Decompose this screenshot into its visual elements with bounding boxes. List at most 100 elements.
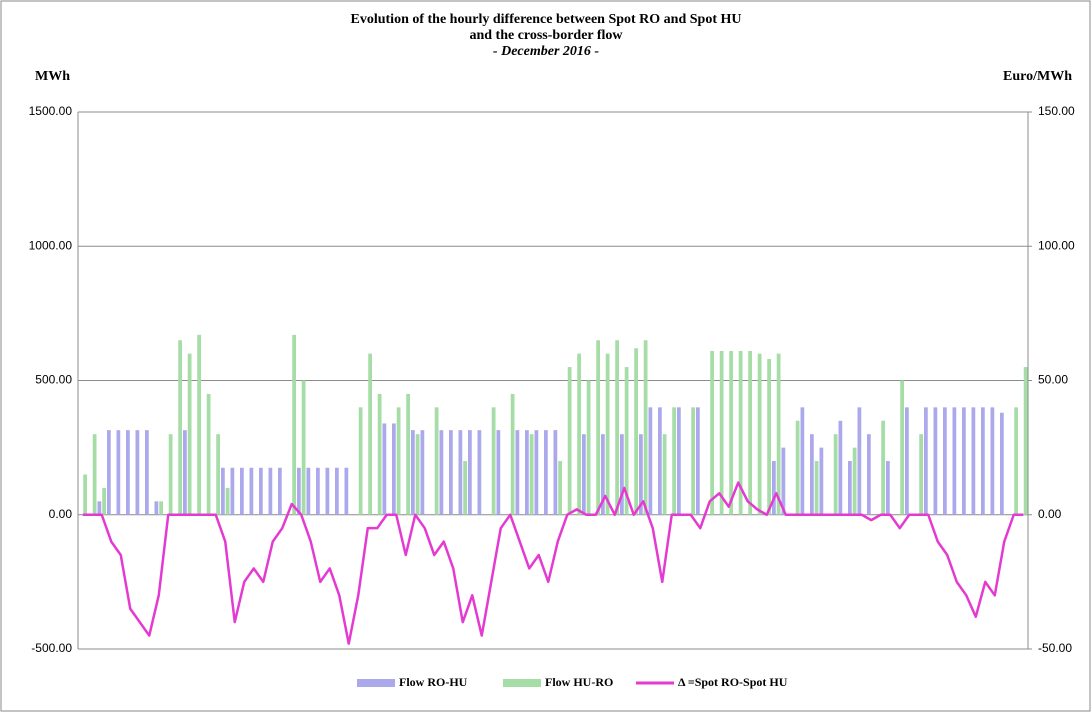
chart-subtitle: - December 2016 - — [493, 44, 599, 59]
y-tick-label: 1500.00 — [29, 104, 73, 118]
bar — [463, 461, 467, 515]
bar — [838, 420, 843, 515]
bar — [596, 340, 600, 515]
legend-swatch — [357, 679, 395, 687]
bar — [605, 353, 610, 515]
bar — [577, 353, 581, 515]
bar — [795, 420, 800, 515]
bar — [515, 430, 520, 515]
bar — [886, 461, 890, 515]
y2-tick-label: -50.00 — [1038, 641, 1072, 655]
bar — [639, 434, 643, 515]
bar — [297, 467, 301, 515]
bar — [335, 467, 339, 515]
y-axis-label: MWh — [35, 69, 70, 84]
y-tick-label: 500.00 — [35, 373, 72, 387]
chart-title: and the cross-border flow — [469, 28, 623, 43]
bar — [187, 353, 192, 515]
bar — [558, 461, 562, 515]
bar — [933, 407, 938, 515]
bar — [358, 407, 363, 515]
bar — [772, 461, 776, 515]
bar — [225, 487, 230, 515]
bar — [800, 407, 805, 515]
bar — [168, 434, 173, 515]
bar — [943, 407, 947, 515]
bar — [624, 367, 629, 515]
bar — [748, 350, 752, 515]
bar — [368, 353, 372, 515]
bar — [449, 430, 453, 515]
bar — [691, 407, 695, 515]
bar — [240, 467, 244, 515]
bar — [881, 420, 885, 515]
bar — [458, 430, 463, 515]
bar — [833, 434, 838, 515]
bar — [729, 350, 733, 515]
bar — [178, 340, 182, 515]
legend-label: Flow RO-HU — [399, 675, 468, 689]
bar — [92, 434, 97, 515]
bar — [919, 434, 923, 515]
bar — [249, 467, 254, 515]
bar — [411, 430, 415, 515]
bar — [183, 430, 187, 515]
bar — [534, 430, 539, 515]
bar — [406, 393, 410, 515]
bar — [197, 334, 201, 515]
bar — [206, 393, 211, 515]
bar — [857, 407, 862, 515]
chart-title: Evolution of the hourly difference betwe… — [351, 12, 742, 27]
bar — [819, 447, 824, 515]
bar — [677, 407, 681, 515]
bar — [468, 430, 472, 515]
bar — [135, 430, 140, 515]
bar — [586, 380, 591, 515]
bar — [491, 407, 496, 515]
y2-tick-label: 150.00 — [1038, 104, 1075, 118]
y2-tick-label: 0.00 — [1038, 507, 1062, 521]
bar — [900, 380, 904, 515]
bar — [662, 434, 667, 515]
bar — [814, 461, 819, 515]
legend-label: Flow HU-RO — [545, 675, 613, 689]
bar — [810, 434, 814, 515]
bar — [439, 430, 444, 515]
bar — [382, 423, 387, 515]
bar — [905, 407, 909, 515]
bar — [952, 407, 957, 515]
bar — [852, 447, 857, 515]
bar — [971, 407, 976, 515]
bar — [658, 407, 662, 515]
y-tick-label: 0.00 — [49, 507, 73, 521]
bar — [154, 501, 159, 515]
bar — [477, 430, 482, 515]
bar — [230, 467, 235, 515]
bar — [107, 430, 111, 515]
bar — [116, 430, 121, 515]
y-tick-label: -500.00 — [31, 641, 72, 655]
bar — [601, 434, 605, 515]
bar — [567, 367, 572, 515]
bar — [145, 430, 149, 515]
bar — [496, 430, 501, 515]
bar — [306, 467, 311, 515]
bar — [696, 407, 700, 515]
bar — [102, 487, 106, 515]
y-tick-label: 1000.00 — [29, 238, 73, 252]
bar — [553, 430, 558, 515]
bar — [221, 467, 225, 515]
bar — [615, 340, 619, 515]
bar — [344, 467, 349, 515]
bar — [259, 467, 263, 515]
bar — [634, 348, 638, 515]
line — [82, 481, 1024, 645]
bar — [292, 334, 296, 515]
bar — [767, 359, 771, 515]
bar — [1000, 412, 1004, 515]
bar — [710, 350, 714, 515]
bar — [738, 350, 743, 515]
y2-tick-label: 50.00 — [1038, 373, 1068, 387]
bar — [544, 430, 548, 515]
